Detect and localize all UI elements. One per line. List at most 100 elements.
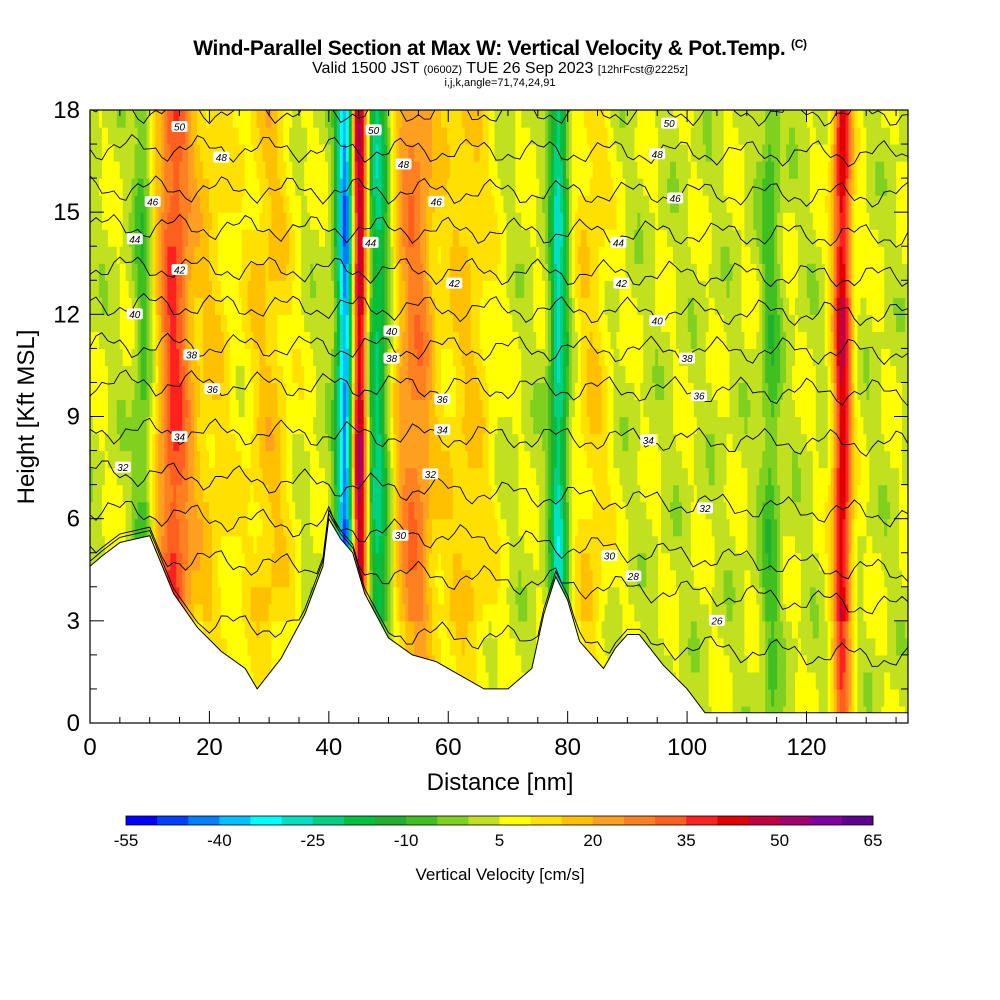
field-cell	[310, 348, 314, 367]
field-cell	[429, 586, 433, 605]
field-cell	[476, 671, 481, 690]
field-cell	[360, 399, 365, 418]
field-cell	[241, 246, 246, 264]
field-cell	[107, 433, 112, 452]
field-cell	[360, 501, 365, 520]
field-cell	[161, 348, 165, 367]
field-cell	[232, 297, 237, 315]
field-cell	[485, 603, 490, 622]
field-cell	[271, 161, 276, 179]
field-cell	[167, 229, 171, 247]
field-cell	[461, 110, 466, 128]
field-cell	[185, 569, 189, 588]
field-cell	[408, 365, 412, 384]
field-cell	[405, 229, 409, 247]
field-cell	[182, 399, 186, 418]
field-cell	[417, 416, 421, 435]
field-cell	[390, 467, 394, 486]
field-cell	[164, 501, 168, 520]
field-cell	[104, 433, 109, 452]
field-cell	[384, 603, 389, 622]
field-cell	[396, 161, 400, 179]
field-cell	[167, 382, 171, 401]
field-cell	[417, 450, 421, 469]
field-cell	[283, 229, 287, 247]
field-cell	[301, 348, 305, 367]
field-cell	[253, 348, 258, 367]
field-cell	[280, 518, 284, 537]
field-cell	[378, 603, 383, 622]
field-cell	[467, 399, 472, 418]
field-cell	[467, 127, 472, 145]
field-cell	[206, 161, 210, 179]
field-cell	[345, 161, 350, 179]
field-cell	[203, 620, 207, 639]
field-cell	[101, 314, 106, 332]
field-cell	[485, 467, 490, 486]
field-cell	[277, 365, 281, 384]
field-cell	[497, 365, 502, 384]
field-cell	[265, 161, 270, 179]
field-cell	[369, 569, 374, 588]
field-cell	[476, 246, 481, 264]
field-cell	[446, 433, 451, 452]
field-cell	[131, 433, 136, 452]
field-cell	[128, 433, 133, 452]
field-cell	[443, 433, 448, 452]
field-cell	[322, 246, 326, 264]
field-cell	[113, 382, 118, 401]
field-cell	[203, 314, 207, 332]
field-cell	[134, 467, 139, 486]
field-cell	[191, 518, 195, 537]
field-cell	[113, 263, 118, 281]
field-cell	[357, 178, 362, 196]
field-cell	[327, 484, 332, 503]
field-cell	[214, 484, 219, 503]
field-cell	[232, 450, 237, 469]
field-cell	[155, 144, 160, 162]
field-cell	[476, 399, 481, 418]
field-cell	[417, 637, 421, 656]
field-cell	[369, 314, 374, 332]
field-cell	[488, 671, 493, 690]
field-cell	[479, 535, 484, 554]
field-cell	[185, 501, 189, 520]
field-cell	[461, 586, 466, 605]
field-cell	[348, 314, 353, 332]
field-cell	[244, 603, 249, 622]
field-cell	[259, 620, 264, 639]
field-cell	[455, 654, 460, 673]
field-cell	[461, 246, 466, 264]
field-cell	[268, 229, 273, 247]
field-cell	[333, 348, 338, 367]
field-cell	[289, 229, 293, 247]
field-cell	[262, 535, 267, 554]
field-cell	[208, 127, 213, 145]
field-cell	[399, 450, 403, 469]
field-cell	[95, 382, 100, 401]
field-cell	[464, 280, 469, 298]
field-cell	[399, 484, 403, 503]
field-cell	[271, 654, 276, 673]
field-cell	[101, 144, 106, 162]
field-cell	[307, 348, 311, 367]
field-cell	[330, 195, 335, 213]
field-cell	[292, 246, 296, 264]
field-cell	[327, 467, 332, 486]
field-cell	[250, 569, 255, 588]
field-cell	[125, 161, 130, 179]
field-cell	[253, 654, 258, 673]
field-cell	[226, 399, 231, 418]
field-cell	[449, 195, 454, 213]
field-cell	[244, 382, 249, 401]
field-cell	[143, 144, 148, 162]
field-cell	[262, 365, 267, 384]
field-cell	[339, 484, 344, 503]
field-cell	[265, 603, 270, 622]
field-cell	[497, 450, 502, 469]
field-cell	[408, 246, 412, 264]
field-cell	[220, 212, 225, 230]
field-cell	[387, 297, 392, 315]
field-cell	[229, 399, 234, 418]
field-cell	[491, 229, 496, 247]
